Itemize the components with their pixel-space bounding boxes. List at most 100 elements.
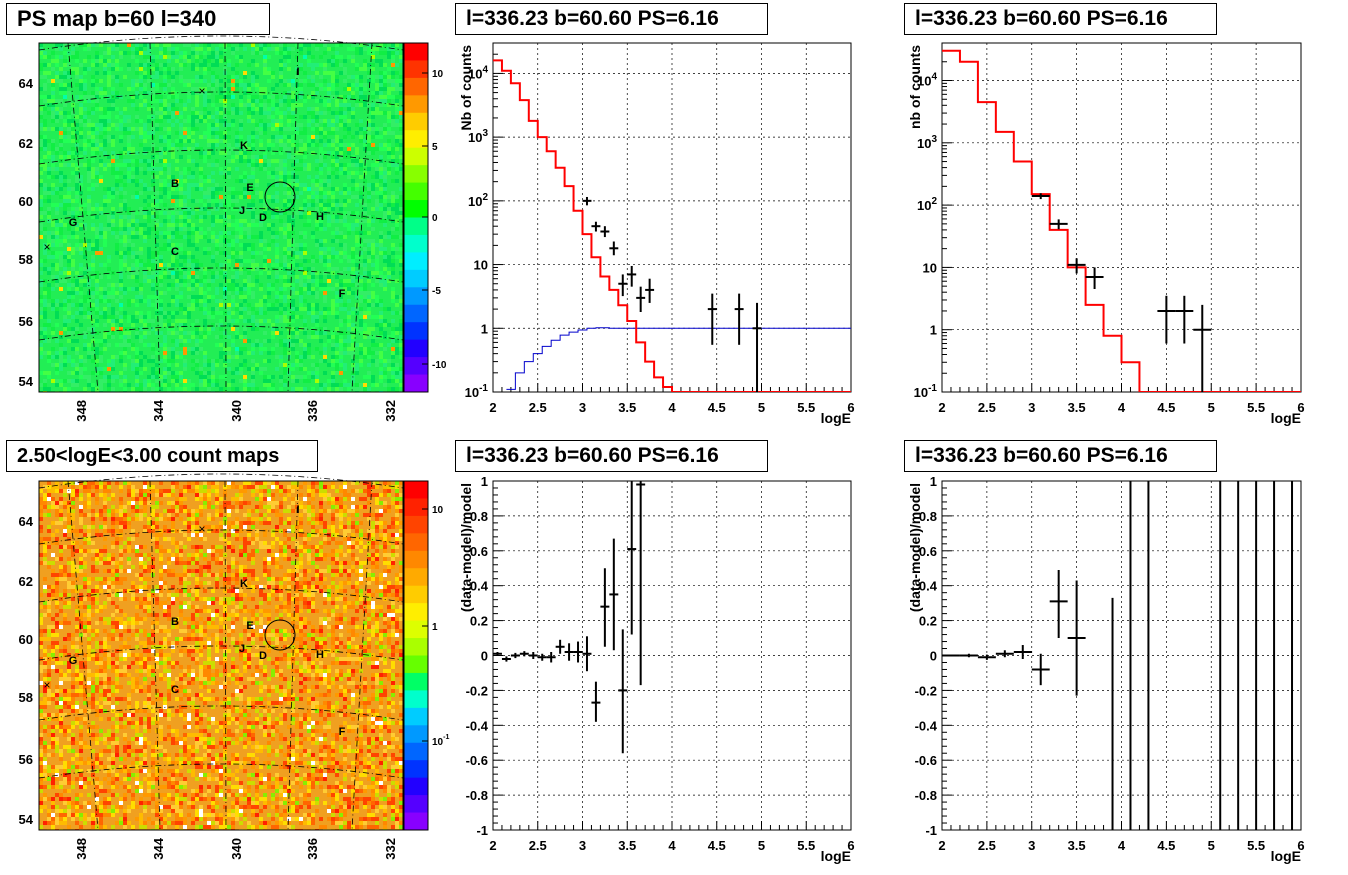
- map-pixel: [127, 303, 131, 307]
- map-pixel: [207, 111, 211, 115]
- map-pixel: [279, 131, 283, 135]
- map-pixel: [251, 199, 255, 203]
- map-pixel: [255, 107, 259, 111]
- map-pixel: [91, 347, 95, 351]
- map-pixel: [351, 43, 355, 47]
- map-pixel: [319, 99, 323, 103]
- map-pixel: [359, 327, 363, 331]
- map-pixel: [71, 55, 75, 59]
- map-pixel: [123, 335, 127, 339]
- map-pixel: [219, 219, 223, 223]
- map-pixel: [63, 303, 67, 307]
- map-pixel: [199, 151, 203, 155]
- model-histogram: [942, 49, 1301, 392]
- map-pixel: [351, 107, 355, 111]
- map-pixel: [343, 163, 347, 167]
- map-pixel: [151, 359, 155, 363]
- map-pixel: [95, 339, 99, 343]
- map-pixel: [131, 135, 135, 139]
- map-pixel: [151, 251, 155, 255]
- map-pixel: [335, 239, 339, 243]
- map-pixel: [43, 379, 47, 383]
- map-pixel: [199, 371, 203, 375]
- map-pixel: [107, 343, 111, 347]
- map-pixel: [183, 367, 187, 371]
- map-pixel: [63, 359, 67, 363]
- map-pixel: [147, 375, 151, 379]
- map-pixel: [371, 239, 375, 243]
- map-pixel: [315, 379, 319, 383]
- map-pixel: [211, 55, 215, 59]
- map-pixel: [191, 299, 195, 303]
- map-pixel: [311, 55, 315, 59]
- map-pixel: [275, 331, 279, 335]
- map-pixel: [375, 75, 379, 79]
- map-pixel: [331, 47, 335, 51]
- map-pixel: [103, 87, 107, 91]
- map-pixel: [195, 119, 199, 123]
- map-pixel: [187, 115, 191, 119]
- map-pixel: [43, 147, 47, 151]
- map-pixel: [275, 319, 279, 323]
- map-pixel: [283, 179, 287, 183]
- map-pixel: [211, 215, 215, 219]
- map-pixel: [395, 255, 399, 259]
- map-pixel: [399, 371, 403, 375]
- map-pixel: [51, 111, 55, 115]
- map-pixel: [267, 171, 271, 175]
- map-pixel: [299, 231, 303, 235]
- map-pixel: [167, 171, 171, 175]
- map-pixel: [239, 295, 243, 299]
- map-pixel: [135, 171, 139, 175]
- map-pixel: [235, 331, 239, 335]
- map-pixel: [51, 155, 55, 159]
- map-pixel: [323, 247, 327, 251]
- map-pixel: [215, 99, 219, 103]
- map-pixel: [155, 363, 159, 367]
- map-pixel: [371, 335, 375, 339]
- map-pixel: [95, 303, 99, 307]
- map-pixel: [171, 283, 175, 287]
- map-pixel: [63, 95, 67, 99]
- map-pixel: [287, 223, 291, 227]
- map-pixel: [59, 347, 63, 351]
- map-pixel: [51, 143, 55, 147]
- map-pixel: [375, 359, 379, 363]
- map-pixel: [243, 191, 247, 195]
- map-pixel: [339, 307, 343, 311]
- map-pixel: [139, 207, 143, 211]
- map-pixel: [331, 331, 335, 335]
- map-pixel: [79, 299, 83, 303]
- map-pixel: [259, 167, 263, 171]
- map-pixel: [95, 251, 99, 255]
- map-pixel: [235, 135, 239, 139]
- map-pixel: [119, 335, 123, 339]
- map-pixel: [207, 43, 211, 47]
- map-pixel: [239, 263, 243, 267]
- map-pixel: [351, 59, 355, 63]
- map-pixel: [123, 315, 127, 319]
- map-pixel: [327, 191, 331, 195]
- map-pixel: [283, 55, 287, 59]
- map-pixel: [355, 219, 359, 223]
- map-pixel: [359, 243, 363, 247]
- map-pixel: [139, 299, 143, 303]
- map-pixel: [343, 59, 347, 63]
- map-pixel: [291, 139, 295, 143]
- map-pixel: [315, 331, 319, 335]
- map-pixel: [47, 139, 51, 143]
- map-pixel: [275, 279, 279, 283]
- map-pixel: [399, 311, 403, 315]
- map-pixel: [347, 291, 351, 295]
- map-pixel: [95, 307, 99, 311]
- map-pixel: [55, 211, 59, 215]
- map-pixel: [79, 43, 83, 47]
- map-pixel: [163, 339, 167, 343]
- map-pixel: [263, 299, 267, 303]
- map-pixel: [163, 147, 167, 151]
- map-pixel: [187, 379, 191, 383]
- map-pixel: [367, 275, 371, 279]
- map-pixel: [71, 163, 75, 167]
- map-pixel: [75, 215, 79, 219]
- map-pixel: [319, 331, 323, 335]
